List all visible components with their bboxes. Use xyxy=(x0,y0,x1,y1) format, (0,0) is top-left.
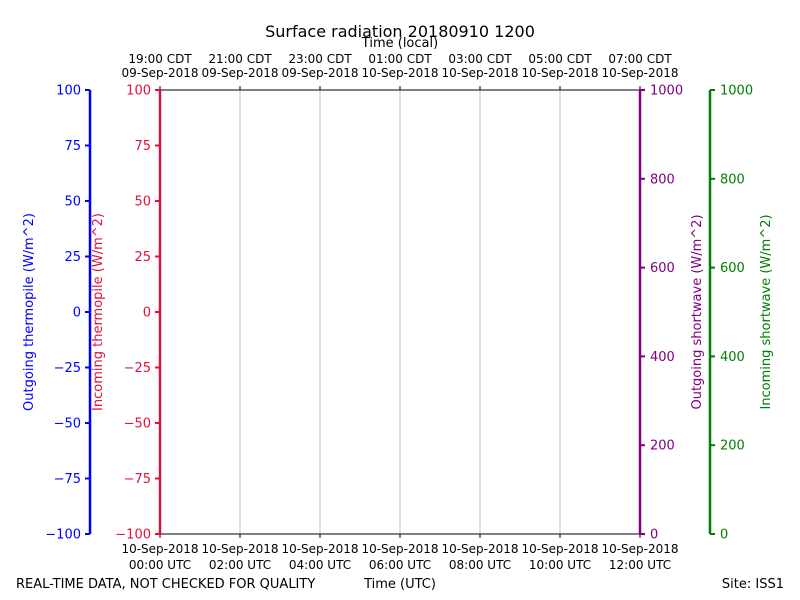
y-tick-label: 1000 xyxy=(720,84,753,99)
outgoing-shortwave-axis: 0 200 400 600 800 1000 xyxy=(638,84,683,543)
y-tick-label: 50 xyxy=(64,195,81,210)
x-top-tick-label-date: 10-Sep-2018 xyxy=(441,66,518,80)
x-top-tick-label-date: 10-Sep-2018 xyxy=(601,66,678,80)
y-tick-label: 200 xyxy=(720,439,745,454)
x-tick-label-date: 10-Sep-2018 xyxy=(601,542,678,556)
x-top-tick-label-time: 21:00 CDT xyxy=(208,52,272,66)
x-top-tick-label-time: 19:00 CDT xyxy=(128,52,192,66)
y-tick-label: 400 xyxy=(720,350,745,365)
x-tick-label-date: 10-Sep-2018 xyxy=(441,542,518,556)
y-tick-label: −75 xyxy=(124,472,151,487)
x-top-tick-label-date: 09-Sep-2018 xyxy=(121,66,198,80)
x-tick-label-time: 06:00 UTC xyxy=(369,558,431,572)
chart-title: Surface radiation 20180910 1200 xyxy=(265,22,535,41)
x-tick-label-date: 10-Sep-2018 xyxy=(281,542,358,556)
x-tick-label-date: 10-Sep-2018 xyxy=(521,542,598,556)
x-tick-label-time: 04:00 UTC xyxy=(289,558,351,572)
y-tick-label: −25 xyxy=(124,361,151,376)
incoming-shortwave-axis: 0 200 400 600 800 1000 xyxy=(708,84,753,543)
outgoing-thermopile-axis: −100 −75 −50 −25 0 25 50 75 100 xyxy=(45,84,92,543)
x-top-tick-label-time: 01:00 CDT xyxy=(368,52,432,66)
x-top-tick-label-time: 03:00 CDT xyxy=(448,52,512,66)
y-tick-label: −50 xyxy=(54,417,81,432)
x-tick-label-date: 10-Sep-2018 xyxy=(201,542,278,556)
x-top-tick-label-time: 07:00 CDT xyxy=(608,52,672,66)
x-tick-label-time: 00:00 UTC xyxy=(129,558,191,572)
y-tick-label: 0 xyxy=(73,306,81,321)
y-tick-label: 600 xyxy=(720,261,745,276)
y-tick-label: 1000 xyxy=(650,84,683,99)
y-tick-label: −100 xyxy=(115,528,151,543)
y-tick-label: 0 xyxy=(720,528,728,543)
y-tick-label: 100 xyxy=(56,84,81,99)
quality-disclaimer: REAL-TIME DATA, NOT CHECKED FOR QUALITY xyxy=(16,577,315,592)
x-tick-label-time: 10:00 UTC xyxy=(529,558,591,572)
x-top-tick-label-date: 09-Sep-2018 xyxy=(201,66,278,80)
grid-lines xyxy=(239,90,561,534)
y-tick-label: 800 xyxy=(650,172,675,187)
site-label: Site: ISS1 xyxy=(722,577,784,592)
x-top-tick-label-date: 10-Sep-2018 xyxy=(521,66,598,80)
x-tick-label-time: 08:00 UTC xyxy=(449,558,511,572)
incoming-thermopile-axis: −100 −75 −50 −25 0 25 50 75 100 xyxy=(115,84,162,543)
y-tick-label: 0 xyxy=(143,306,151,321)
y-tick-label: −100 xyxy=(45,528,81,543)
y-tick-label: 50 xyxy=(134,195,151,210)
y-tick-label: −50 xyxy=(124,417,151,432)
y-tick-label: 400 xyxy=(650,350,675,365)
top-axis-label: Time (local) xyxy=(361,36,438,51)
y-tick-label: 25 xyxy=(134,250,151,265)
x-tick-label-time: 12:00 UTC xyxy=(609,558,671,572)
x-tick-label-time: 02:00 UTC xyxy=(209,558,271,572)
y-tick-label: −75 xyxy=(54,472,81,487)
incoming-shortwave-label: Incoming shortwave (W/m^2) xyxy=(759,214,774,409)
y-tick-label: 600 xyxy=(650,261,675,276)
outgoing-shortwave-label: Outgoing shortwave (W/m^2) xyxy=(690,214,705,409)
incoming-thermopile-label: Incoming thermopile (W/m^2) xyxy=(91,213,106,411)
y-tick-label: 200 xyxy=(650,439,675,454)
x-tick-label-date: 10-Sep-2018 xyxy=(361,542,438,556)
x-axis-utc: 10-Sep-2018 00:00 UTC 10-Sep-2018 02:00 UTC… xyxy=(121,534,679,572)
x-top-tick-label-date: 09-Sep-2018 xyxy=(281,66,358,80)
y-tick-label: 800 xyxy=(720,172,745,187)
y-tick-label: 75 xyxy=(64,139,81,154)
x-axis-label: Time (UTC) xyxy=(363,577,436,592)
x-top-tick-label-time: 23:00 CDT xyxy=(288,52,352,66)
y-tick-label: 75 xyxy=(134,139,151,154)
y-tick-label: 25 xyxy=(64,250,81,265)
x-top-tick-label-time: 05:00 CDT xyxy=(528,52,592,66)
y-tick-label: −25 xyxy=(54,361,81,376)
y-tick-label: 0 xyxy=(650,528,658,543)
outgoing-thermopile-label: Outgoing thermopile (W/m^2) xyxy=(22,213,37,411)
x-tick-label-date: 10-Sep-2018 xyxy=(121,542,198,556)
x-top-tick-label-date: 10-Sep-2018 xyxy=(361,66,438,80)
y-tick-label: 100 xyxy=(126,84,151,99)
